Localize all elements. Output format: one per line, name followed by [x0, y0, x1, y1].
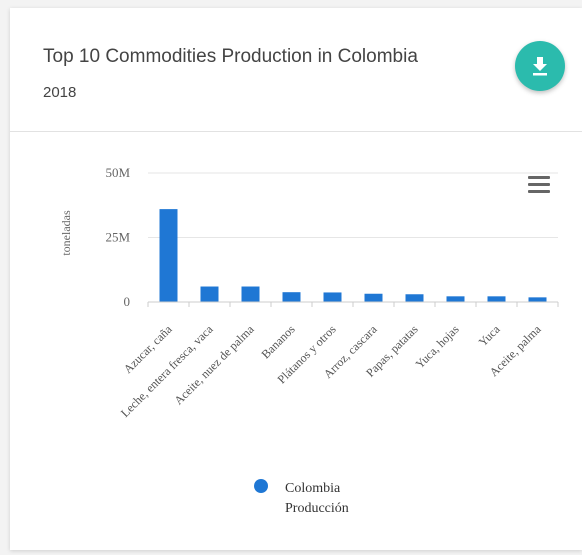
- bar[interactable]: [364, 293, 383, 302]
- x-tick-label: Yuca, hojas: [413, 322, 462, 371]
- bar[interactable]: [200, 286, 219, 302]
- chart-menu-button[interactable]: [524, 172, 552, 198]
- legend-label-line2: Producción: [285, 501, 349, 516]
- bar[interactable]: [487, 296, 506, 302]
- download-button[interactable]: [515, 41, 565, 91]
- x-tick-label: Yuca: [476, 322, 503, 349]
- x-tick-label: Bananos: [258, 322, 297, 361]
- bar[interactable]: [159, 209, 178, 302]
- download-icon: [533, 57, 547, 76]
- card-subtitle: 2018: [43, 84, 77, 101]
- bar[interactable]: [405, 294, 424, 302]
- chart-card: Top 10 Commodities Production in Colombi…: [10, 8, 582, 550]
- card-title: Top 10 Commodities Production in Colombi…: [43, 46, 418, 67]
- card-header: Top 10 Commodities Production in Colombi…: [10, 8, 582, 132]
- legend[interactable]: Colombia Producción: [254, 479, 349, 516]
- bar[interactable]: [446, 296, 465, 302]
- y-tick-label: 0: [124, 294, 131, 309]
- y-axis-title: toneladas: [59, 210, 73, 256]
- bar[interactable]: [282, 292, 301, 302]
- bar[interactable]: [528, 297, 547, 302]
- legend-label-line1: Colombia: [285, 481, 341, 496]
- x-tick-label: Aceite, nuez de palma: [171, 322, 257, 408]
- chart-area: 0 25M 50M Azucar, caña Leche, entera fresca…: [10, 132, 582, 550]
- hamburger-menu-icon: [528, 176, 550, 193]
- legend-marker: [254, 479, 268, 493]
- bar[interactable]: [241, 286, 260, 302]
- bar[interactable]: [323, 292, 342, 302]
- y-tick-label: 25M: [105, 230, 130, 245]
- y-tick-label: 50M: [105, 165, 130, 180]
